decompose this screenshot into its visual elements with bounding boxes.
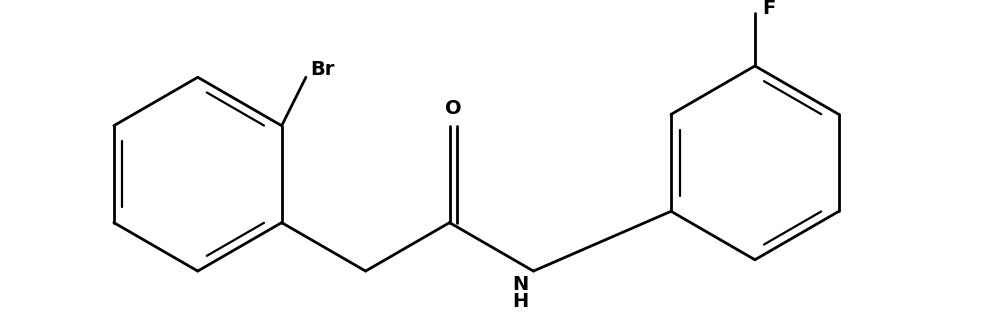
Text: N: N xyxy=(512,275,528,294)
Text: O: O xyxy=(445,99,462,118)
Text: F: F xyxy=(763,0,776,18)
Text: H: H xyxy=(512,292,528,311)
Text: Br: Br xyxy=(311,60,335,79)
